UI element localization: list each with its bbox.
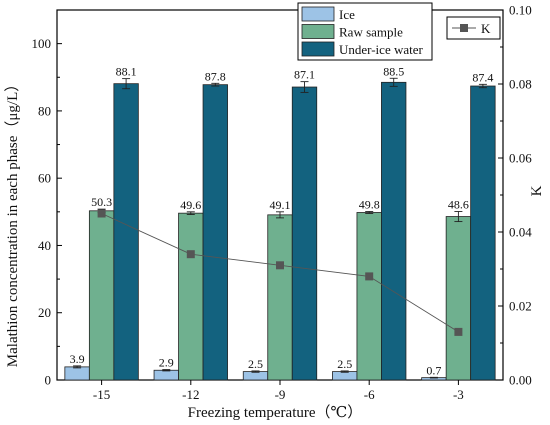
k-point — [454, 327, 463, 336]
k-point — [276, 261, 284, 270]
axes: 0 20 40 60 80 100 0.00 0.02 0.04 0.06 0.08 0.10 -15 -… — [32, 3, 533, 403]
x-tick-label: -12 — [182, 387, 199, 402]
k-point — [365, 272, 374, 281]
y2-tick-label: 0.06 — [509, 151, 532, 166]
y-tick-label: 60 — [38, 171, 51, 186]
bar — [445, 216, 472, 381]
legend-k: K — [446, 16, 501, 40]
k-point — [97, 209, 106, 218]
data-label: 87.4 — [472, 70, 493, 84]
data-label: 50.3 — [91, 195, 112, 209]
y-tick-label: 80 — [38, 103, 51, 118]
bar — [356, 212, 382, 381]
legend: Ice Raw sample Under-ice water — [297, 2, 433, 61]
data-label: 88.5 — [383, 64, 404, 78]
y-tick-label: 20 — [38, 305, 51, 320]
x-tick-label: -15 — [93, 387, 110, 402]
data-label: 87.1 — [294, 68, 315, 82]
y-axis-label: Malathion concentration in each phase（μg… — [4, 77, 21, 367]
legend-label: Raw sample — [339, 25, 403, 40]
legend-label: Under-ice water — [339, 42, 423, 57]
legend-swatch — [301, 6, 335, 22]
bar — [381, 81, 407, 381]
legend-k-marker — [460, 24, 468, 32]
bar — [332, 371, 358, 381]
data-label: 87.8 — [205, 69, 226, 83]
data-label: 2.9 — [159, 356, 174, 370]
y2-tick-label: 0.02 — [509, 299, 532, 314]
data-label: 0.7 — [426, 363, 441, 377]
data-label: 88.1 — [116, 65, 137, 79]
y2-tick-label: 0.08 — [509, 77, 532, 92]
data-label: 2.5 — [248, 357, 263, 371]
y-tick-label: 40 — [38, 238, 51, 253]
bar — [267, 214, 293, 381]
bar — [178, 212, 204, 381]
x-tick-label: -9 — [275, 387, 286, 402]
data-label: 49.1 — [270, 198, 291, 212]
bar — [291, 86, 318, 381]
legend-label: Ice — [339, 7, 355, 22]
y2-tick-label: 0.00 — [509, 373, 532, 388]
data-label-group: 3.9 2.9 2.5 2.5 0.7 50.3 49.6 49.1 49.8 48.6 88.1 8… — [70, 64, 494, 377]
y-tick-label: 0 — [45, 373, 52, 388]
k-point — [186, 250, 195, 259]
y2-tick-label: 0.04 — [509, 225, 532, 240]
data-label: 2.5 — [337, 357, 352, 371]
y2-tick-label: 0.10 — [509, 3, 532, 18]
bar — [242, 371, 269, 381]
legend-swatch — [301, 41, 335, 57]
k-line-series — [97, 209, 463, 336]
data-label: 48.6 — [448, 197, 469, 211]
legend-k-label: K — [481, 21, 491, 36]
data-label: 49.8 — [359, 197, 380, 211]
bar — [113, 83, 139, 381]
x-tick-label: -6 — [364, 387, 375, 402]
bar — [64, 366, 90, 381]
bar — [153, 369, 179, 381]
y-tick-label: 100 — [32, 36, 52, 51]
legend-swatch — [301, 24, 335, 39]
y2-axis-label: K — [529, 185, 545, 196]
bar — [88, 210, 115, 381]
data-label: 49.6 — [180, 198, 201, 212]
bar — [202, 84, 228, 381]
x-axis-label: Freezing temperature（℃） — [188, 404, 363, 421]
error-bar-group — [73, 77, 487, 379]
x-tick-label: -3 — [453, 387, 464, 402]
bar-group — [64, 81, 496, 381]
bar — [470, 85, 496, 381]
data-label: 3.9 — [70, 352, 85, 366]
